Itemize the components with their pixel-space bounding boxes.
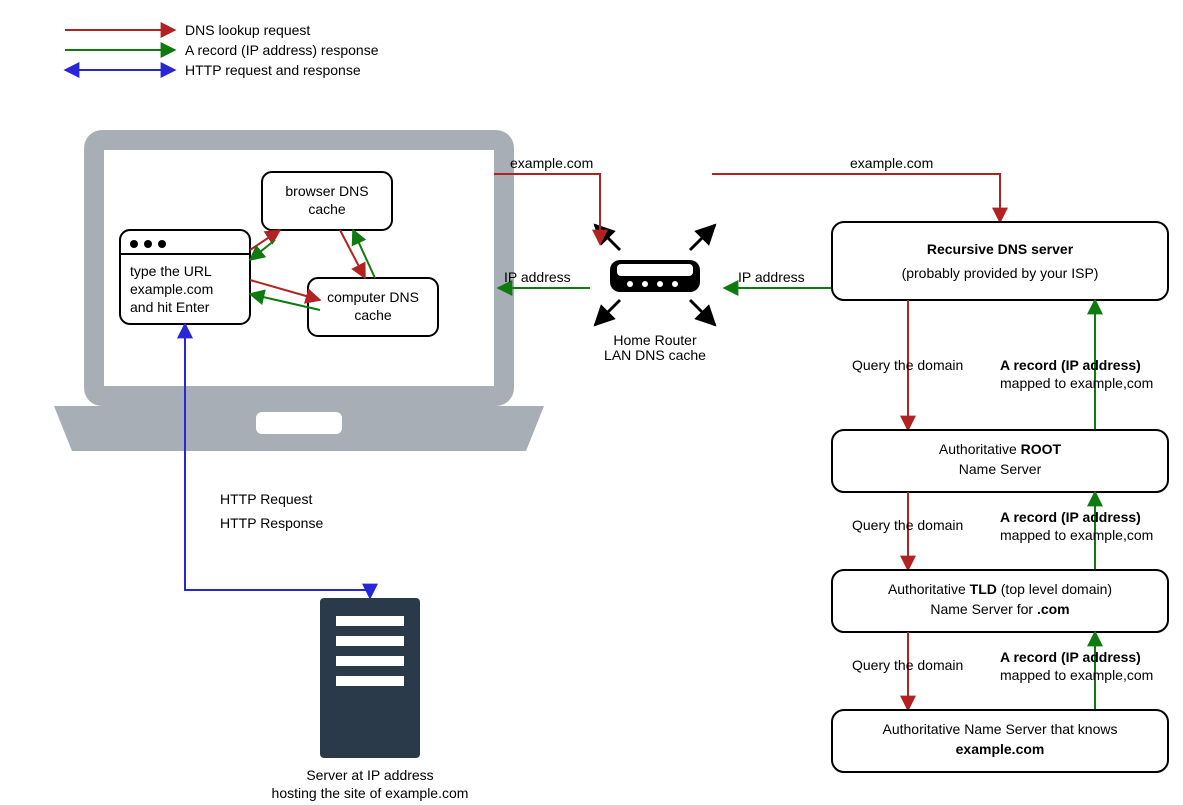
svg-text:Authoritative Name Server that: Authoritative Name Server that knows — [883, 721, 1118, 737]
svg-text:Name Server for .com: Name Server for .com — [930, 601, 1069, 617]
edge-router-to-recursive-req — [712, 174, 1000, 222]
root-box: Authoritative ROOT Name Server — [832, 430, 1168, 492]
svg-text:Server at IP address: Server at IP address — [306, 767, 433, 783]
label-example2: example.com — [850, 155, 933, 171]
svg-text:and hit Enter: and hit Enter — [130, 299, 210, 315]
label-query-2: Query the domain — [852, 517, 963, 533]
router-icon: Home Router LAN DNS cache — [595, 225, 715, 363]
svg-text:hosting the site of example.co: hosting the site of example.com — [272, 785, 469, 801]
label-arecord-2a: A record (IP address) — [1000, 509, 1141, 525]
legend-item-3: HTTP request and response — [185, 62, 361, 78]
label-query-3: Query the domain — [852, 657, 963, 673]
recursive-dns-box: Recursive DNS server (probably provided … — [832, 222, 1168, 300]
server-icon: Server at IP address hosting the site of… — [272, 598, 469, 801]
label-arecord-2b: mapped to example,com — [1000, 527, 1153, 543]
svg-text:type the URL: type the URL — [130, 263, 212, 279]
computer-cache-box: computer DNS cache — [308, 278, 438, 336]
auth-box: Authoritative Name Server that knows exa… — [832, 710, 1168, 772]
tld-box: Authoritative TLD (top level domain) Nam… — [832, 570, 1168, 632]
label-example1: example.com — [510, 155, 593, 171]
svg-text:Name Server: Name Server — [959, 461, 1042, 477]
svg-text:computer DNS: computer DNS — [327, 289, 419, 305]
label-ip2: IP address — [738, 269, 805, 285]
label-arecord-3b: mapped to example,com — [1000, 667, 1153, 683]
legend: DNS lookup request A record (IP address)… — [65, 22, 379, 78]
svg-text:cache: cache — [354, 307, 392, 323]
label-http-response: HTTP Response — [220, 515, 323, 531]
svg-text:Recursive DNS server: Recursive DNS server — [927, 241, 1074, 257]
label-arecord-3a: A record (IP address) — [1000, 649, 1141, 665]
browser-cache-box: browser DNS cache — [262, 172, 392, 230]
svg-text:Home Router: Home Router — [613, 332, 697, 348]
legend-item-1: DNS lookup request — [185, 22, 310, 38]
label-arecord-1a: A record (IP address) — [1000, 357, 1141, 373]
svg-text:LAN DNS cache: LAN DNS cache — [604, 347, 706, 363]
svg-text:example.com: example.com — [130, 281, 213, 297]
label-http-request: HTTP Request — [220, 491, 312, 507]
label-ip1: IP address — [504, 269, 571, 285]
svg-text:Authoritative ROOT: Authoritative ROOT — [939, 441, 1062, 457]
svg-text:(probably provided by your ISP: (probably provided by your ISP) — [902, 265, 1099, 281]
svg-text:example.com: example.com — [956, 741, 1045, 757]
legend-item-2: A record (IP address) response — [185, 42, 379, 58]
svg-text:Authoritative TLD (top level d: Authoritative TLD (top level domain) — [888, 581, 1112, 597]
svg-text:cache: cache — [308, 201, 346, 217]
label-arecord-1b: mapped to example,com — [1000, 375, 1153, 391]
svg-text:browser DNS: browser DNS — [285, 183, 368, 199]
url-box: type the URL example.com and hit Enter — [120, 230, 250, 324]
label-query-1: Query the domain — [852, 357, 963, 373]
